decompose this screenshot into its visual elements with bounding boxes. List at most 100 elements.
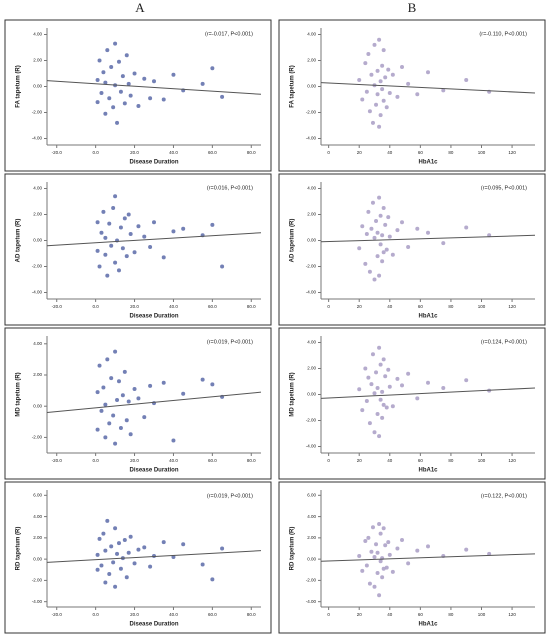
point: [97, 58, 102, 63]
point: [441, 386, 446, 390]
x-tick-label: 0.0: [93, 304, 100, 309]
point: [374, 102, 379, 107]
point: [381, 98, 386, 103]
point: [381, 206, 386, 210]
point: [200, 81, 205, 86]
point: [390, 252, 395, 257]
point: [464, 225, 469, 230]
point: [122, 369, 127, 374]
x-tick-label: 80.0: [247, 458, 256, 463]
point: [426, 230, 430, 235]
trend-line: [320, 82, 536, 94]
plot: 4.00 2.00 0.00 -2.00 -4.00 0 20 40 60 80 100 120 HbA…: [290, 336, 536, 474]
x-tick-label: 60.0: [208, 458, 217, 463]
point: [103, 235, 108, 240]
point: [115, 397, 120, 402]
point: [380, 259, 385, 264]
point: [380, 87, 385, 92]
point: [367, 421, 372, 426]
point: [415, 92, 420, 97]
point: [95, 78, 100, 82]
point: [377, 195, 382, 200]
plot: 4.00 2.00 0.00 -2.00 -4.00 -20.0 0.0 20.0 40.0 60…: [16, 28, 262, 166]
trend-line: [320, 234, 536, 243]
point: [406, 561, 411, 566]
point: [441, 241, 446, 246]
point: [220, 546, 225, 551]
panel-frame: [278, 173, 546, 326]
point: [400, 65, 405, 69]
point: [372, 584, 377, 589]
point: [103, 80, 108, 85]
x-axis-label: HbA1c: [418, 160, 438, 166]
point: [384, 405, 389, 410]
point: [366, 375, 371, 380]
point: [161, 97, 166, 102]
point: [375, 550, 380, 555]
point: [369, 382, 374, 387]
point: [377, 434, 382, 439]
point: [101, 70, 106, 75]
point: [381, 566, 386, 571]
point: [210, 222, 215, 227]
point: [109, 544, 114, 549]
y-axis-label: RD tapetum (R): [290, 527, 296, 571]
point: [383, 543, 388, 548]
point: [395, 376, 400, 381]
point: [369, 549, 374, 554]
point: [152, 220, 156, 225]
point: [378, 213, 383, 218]
point: [415, 548, 420, 553]
point: [200, 562, 205, 567]
y-tick-label: -2.00: [32, 264, 43, 269]
point: [97, 363, 102, 368]
point: [113, 441, 118, 446]
point: [395, 94, 400, 99]
point: [126, 81, 131, 86]
point: [375, 92, 380, 97]
annotation: (r=0.122, P<0.001): [481, 493, 527, 499]
point: [464, 547, 469, 552]
panel-frame: [4, 173, 272, 326]
point: [220, 264, 225, 269]
point: [380, 575, 385, 580]
point: [103, 402, 108, 407]
point: [383, 75, 388, 80]
panel-frame: [278, 481, 546, 634]
point: [95, 567, 100, 572]
x-tick-label: 120: [508, 458, 516, 463]
point: [367, 269, 372, 274]
point: [387, 552, 392, 557]
point: [113, 260, 118, 265]
point: [395, 228, 400, 233]
point: [181, 226, 186, 231]
point: [357, 553, 362, 558]
point: [377, 273, 382, 278]
point: [369, 226, 374, 231]
y-axis-label: RD tapetum (R): [16, 527, 22, 571]
point: [95, 220, 100, 225]
point: [99, 408, 104, 413]
x-tick-label: 80: [448, 150, 454, 155]
point: [210, 382, 215, 387]
x-tick-label: 60.0: [208, 612, 217, 617]
point: [400, 383, 405, 388]
point: [111, 413, 116, 418]
y-tick-label: 4.00: [33, 186, 42, 191]
x-tick-label: -20.0: [52, 304, 63, 309]
point: [375, 570, 380, 575]
point: [111, 560, 116, 565]
x-tick-label: 20: [357, 458, 363, 463]
point: [126, 212, 131, 217]
point: [128, 534, 133, 539]
x-axis-label: HbA1c: [418, 622, 438, 628]
annotation: (r=0.019, P<0.001): [207, 339, 253, 345]
point: [364, 89, 369, 94]
point: [132, 250, 137, 255]
point: [115, 551, 120, 556]
x-tick-label: 120: [508, 612, 516, 617]
x-tick-label: 20: [357, 612, 363, 617]
point: [367, 109, 372, 114]
x-tick-label: 80.0: [247, 612, 256, 617]
x-tick-label: 80.0: [247, 150, 256, 155]
